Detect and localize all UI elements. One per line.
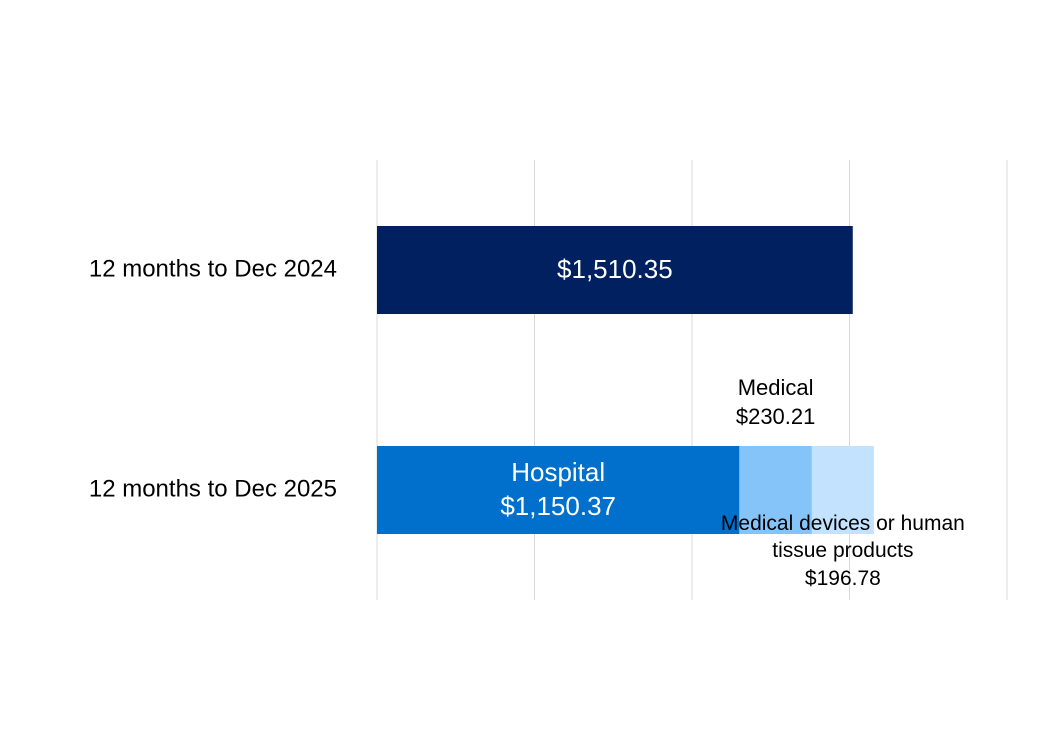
series-name: Medical devices or human tissue products [720,512,965,563]
data-label: Hospital $1,150.37 [428,456,688,524]
value-label: $1,510.35 [557,254,673,285]
data-label: Medical devices or human tissue products… [718,510,968,592]
value-label: $230.21 [735,403,816,429]
y-tick-label: 12 months to Dec 2024 [89,255,337,282]
bar-segment [739,446,812,534]
series-name: Hospital [511,457,606,488]
data-label: $1,510.35 [485,253,745,287]
data-label: Medical $230.21 [646,374,906,431]
bar-segment [377,446,740,534]
bar-segment [377,226,853,314]
y-tick-label: 12 months to Dec 2025 [89,475,337,502]
value-label: $196.78 [804,566,881,590]
series-name: Medical [737,375,814,400]
bar-segment [811,446,874,534]
value-label: $1,150.37 [500,491,616,521]
